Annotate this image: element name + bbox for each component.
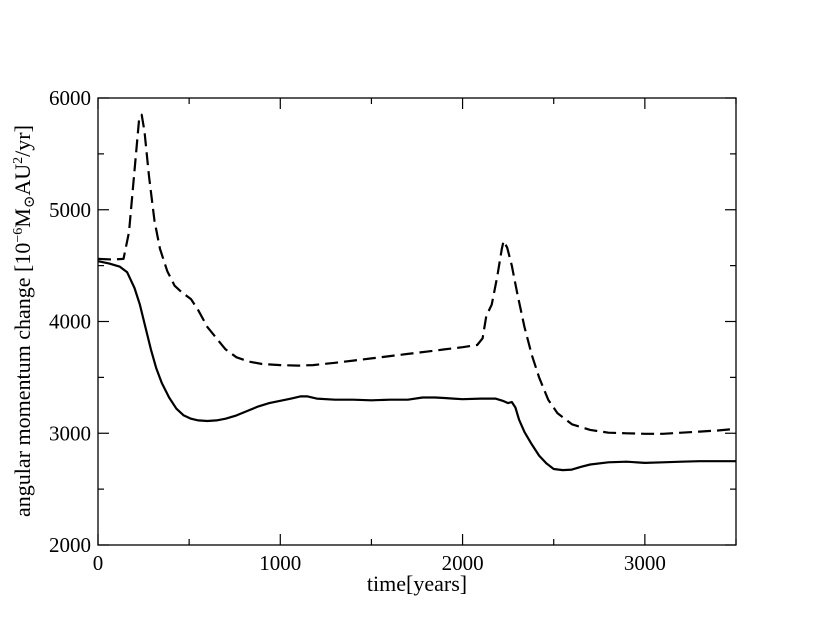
x-tick-label: 3000 — [624, 551, 666, 575]
x-tick-label: 0 — [93, 551, 104, 575]
x-tick-label: 1000 — [259, 551, 301, 575]
solid-series-line — [97, 260, 736, 472]
plot-frame — [97, 97, 737, 546]
y-axis-title: angular momentum change [10−6M⊙AU2/yr] — [10, 125, 38, 517]
tick-labels: 0 1000 2000 3000 2000 3000 4000 5000 6000 — [49, 86, 666, 575]
y-tick-label: 4000 — [49, 310, 91, 334]
y-tick-label: 2000 — [49, 533, 91, 557]
y-tick-label: 3000 — [49, 421, 91, 445]
y-tick-label: 6000 — [49, 86, 91, 110]
x-tick-label: 2000 — [442, 551, 484, 575]
x-axis-title: time[years] — [367, 571, 467, 596]
y-tick-label: 5000 — [49, 198, 91, 222]
axis-ticks — [97, 97, 737, 546]
series-layer — [97, 113, 737, 472]
plot-border — [97, 97, 737, 546]
dashed-series-line — [97, 113, 737, 435]
